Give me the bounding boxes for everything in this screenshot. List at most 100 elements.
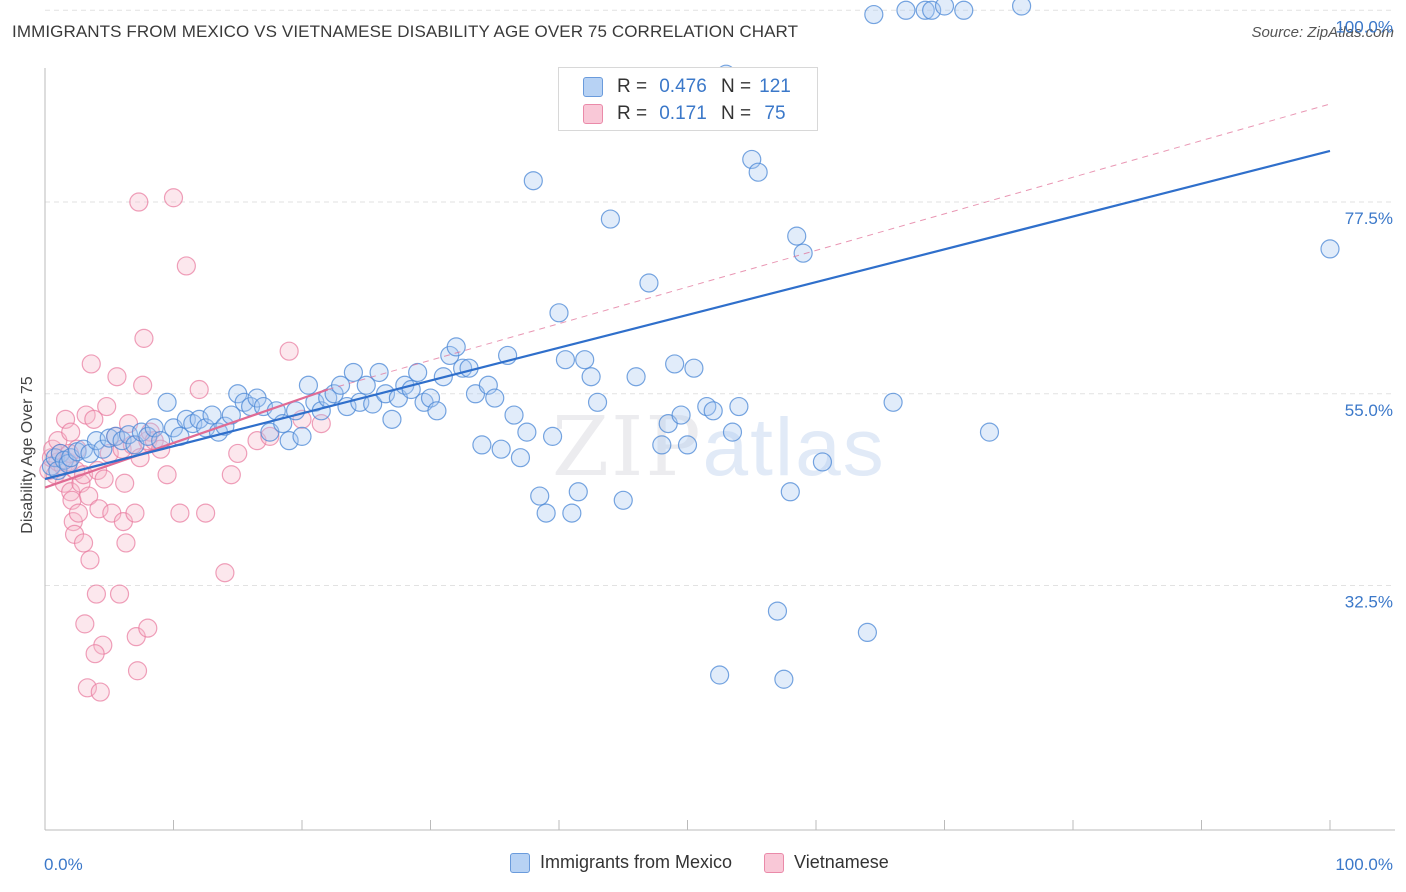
vietnamese-point bbox=[61, 422, 81, 442]
legend-label-mexico: Immigrants from Mexico bbox=[540, 852, 733, 872]
mexico-points bbox=[41, 0, 1340, 689]
vietnamese-point bbox=[79, 486, 99, 506]
mexico-point bbox=[1012, 0, 1032, 16]
legend-r-label: R = bbox=[617, 76, 648, 97]
mexico-point bbox=[1320, 239, 1340, 259]
vietnamese-point bbox=[176, 256, 196, 276]
y-axis-label: Disability Age Over 75 bbox=[19, 376, 36, 534]
mexico-point bbox=[369, 362, 389, 383]
y-tick-label: 55.0% bbox=[1345, 401, 1393, 420]
vietnamese-point bbox=[81, 354, 101, 374]
stats-legend: R = 0.476 N = 121 R = 0.171 N = 75 bbox=[558, 67, 818, 131]
vietnamese-point bbox=[80, 550, 100, 570]
mexico-point bbox=[530, 486, 550, 506]
vietnamese-point bbox=[84, 409, 104, 429]
source-label: Source: ZipAtlas.com bbox=[1251, 24, 1394, 41]
y-tick-labels: 32.5% 55.0% 77.5% 100.0% bbox=[1335, 17, 1393, 611]
vietnamese-point bbox=[134, 328, 154, 348]
y-tick-label: 77.5% bbox=[1345, 209, 1393, 228]
mexico-point bbox=[793, 243, 813, 263]
mexico-point bbox=[472, 435, 492, 455]
mexico-point bbox=[279, 431, 299, 451]
mexico-point bbox=[446, 337, 466, 357]
mexico-point bbox=[722, 422, 743, 442]
vietnamese-point bbox=[77, 678, 98, 698]
mexico-point bbox=[356, 375, 376, 395]
mexico-point bbox=[767, 601, 788, 621]
vietnamese-point bbox=[279, 341, 299, 361]
mexico-point bbox=[748, 162, 768, 182]
mexico-point bbox=[729, 396, 749, 417]
mexico-point bbox=[581, 367, 601, 387]
vietnamese-point bbox=[73, 533, 94, 553]
mexico-point bbox=[710, 665, 730, 685]
watermark: ZIPatlas bbox=[552, 400, 886, 495]
series-legend: Immigrants from Mexico Vietnamese bbox=[510, 852, 921, 873]
x-tick-label-min: 0.0% bbox=[44, 855, 83, 874]
vietnamese-point bbox=[125, 503, 145, 523]
vietnamese-point bbox=[127, 661, 148, 681]
grid-lines bbox=[45, 9, 1395, 587]
y-tick-label: 100.0% bbox=[1335, 17, 1393, 36]
vietnamese-point bbox=[228, 443, 248, 464]
mexico-point bbox=[915, 0, 935, 20]
mexico-point bbox=[857, 622, 878, 643]
watermark-zip: ZIP bbox=[552, 400, 703, 495]
vietnamese-point bbox=[189, 379, 209, 400]
mexico-point bbox=[510, 448, 531, 468]
mexico-point bbox=[626, 367, 646, 387]
trend-lines bbox=[44, 103, 1331, 489]
mexico-point bbox=[575, 350, 595, 370]
vietnamese-point bbox=[55, 409, 76, 429]
vietnamese-trend-extension bbox=[327, 103, 1331, 390]
mexico-point bbox=[934, 0, 955, 16]
mexico-point bbox=[600, 209, 621, 229]
vietnamese-point bbox=[157, 465, 177, 485]
mexico-point bbox=[517, 422, 537, 442]
vietnamese-point bbox=[109, 584, 130, 604]
mexico-point bbox=[562, 503, 582, 523]
mexico-point bbox=[684, 358, 704, 378]
vietnamese-point bbox=[116, 533, 136, 553]
mexico-point bbox=[896, 0, 916, 20]
mexico-point bbox=[491, 439, 511, 459]
vietnamese-point bbox=[163, 188, 184, 208]
vietnamese-point bbox=[94, 469, 114, 489]
mexico-point bbox=[427, 401, 447, 421]
mexico-point bbox=[292, 426, 312, 446]
mexico-point bbox=[330, 375, 351, 395]
vietnamese-point bbox=[260, 426, 280, 446]
mexico-point bbox=[671, 405, 691, 425]
mexico-point bbox=[93, 439, 113, 459]
mexico-point bbox=[613, 490, 633, 510]
vietnamese-point bbox=[89, 499, 109, 519]
legend-r-value: 0.171 bbox=[659, 103, 707, 124]
mexico-point bbox=[979, 422, 1000, 442]
vietnamese-point bbox=[85, 644, 105, 664]
mexico-trend-line bbox=[44, 149, 1331, 481]
mexico-point bbox=[780, 482, 800, 502]
vietnamese-point bbox=[196, 503, 216, 523]
mexico-point bbox=[883, 392, 903, 412]
mexico-point bbox=[523, 171, 543, 191]
vietnamese-point bbox=[86, 584, 107, 604]
mexico-point bbox=[408, 362, 428, 383]
watermark-atlas: atlas bbox=[702, 402, 886, 493]
x-ticks bbox=[44, 820, 1331, 830]
legend-item-mexico[interactable]: Immigrants from Mexico bbox=[510, 852, 732, 873]
vietnamese-point bbox=[133, 375, 153, 395]
legend-r-value: 0.476 bbox=[659, 76, 707, 97]
mexico-point bbox=[298, 375, 319, 395]
mexico-point bbox=[555, 350, 576, 370]
mexico-point bbox=[954, 0, 974, 20]
legend-swatch-vietnamese bbox=[764, 852, 785, 873]
mexico-point bbox=[202, 405, 222, 425]
mexico-point bbox=[652, 435, 672, 455]
vietnamese-point bbox=[107, 367, 127, 387]
legend-swatch-mexico bbox=[583, 77, 603, 97]
legend-item-vietnamese[interactable]: Vietnamese bbox=[764, 852, 889, 873]
mexico-point bbox=[549, 303, 569, 323]
vietnamese-point bbox=[215, 563, 235, 583]
vietnamese-point bbox=[75, 614, 95, 634]
